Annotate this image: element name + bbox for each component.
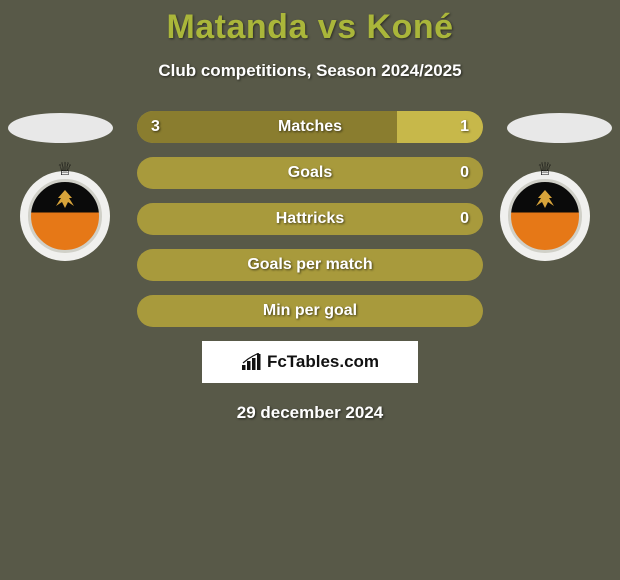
brand-box: FcTables.com (202, 341, 418, 383)
comparison-block: ♕ ♕ 3 1 Matches 0 Goals 0 Hattricks Goals per m… (0, 111, 620, 327)
stat-label: Goals per match (247, 256, 372, 274)
stat-value-right: 1 (460, 118, 469, 136)
stat-label: Min per goal (263, 302, 357, 320)
stat-row: 0 Hattricks (137, 203, 483, 235)
stat-label: Matches (278, 118, 342, 136)
stat-value-right: 0 (460, 164, 469, 182)
crown-icon: ♕ (537, 159, 553, 180)
stat-row: 3 1 Matches (137, 111, 483, 143)
stat-row: 0 Goals (137, 157, 483, 189)
stat-row: Goals per match (137, 249, 483, 281)
stat-label: Hattricks (276, 210, 344, 228)
subtitle: Club competitions, Season 2024/2025 (0, 61, 620, 81)
page-title: Matanda vs Koné (0, 0, 620, 47)
brand-label: FcTables.com (267, 352, 379, 372)
chart-icon (241, 353, 263, 371)
date-label: 29 december 2024 (0, 403, 620, 423)
stat-fill-right (397, 111, 484, 143)
crown-icon: ♕ (57, 159, 73, 180)
stat-value-right: 0 (460, 210, 469, 228)
club-badge-left: ♕ (20, 171, 120, 261)
eagle-icon (530, 188, 560, 210)
eagle-icon (50, 188, 80, 210)
club-badge-right: ♕ (500, 171, 600, 261)
player-right-avatar (507, 113, 612, 143)
stat-label: Goals (288, 164, 332, 182)
stat-fill-left (137, 111, 397, 143)
stat-value-left: 3 (151, 118, 160, 136)
player-left-avatar (8, 113, 113, 143)
stat-row: Min per goal (137, 295, 483, 327)
stat-rows: 3 1 Matches 0 Goals 0 Hattricks Goals per match… (137, 111, 483, 327)
